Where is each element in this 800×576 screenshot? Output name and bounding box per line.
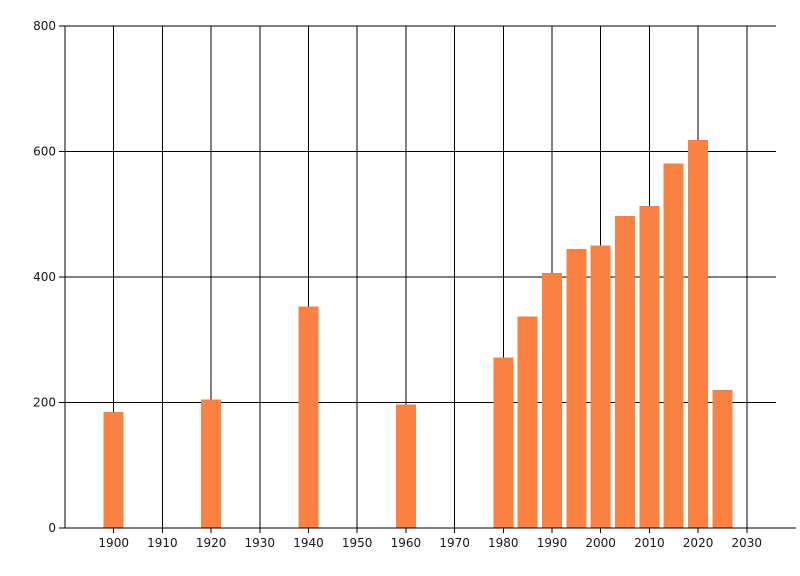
x-tick-label: 1900 <box>98 536 129 550</box>
bar-1980 <box>493 357 514 528</box>
x-tick-label: 1960 <box>391 536 422 550</box>
x-tick-label: 2030 <box>732 536 763 550</box>
y-tick-label: 400 <box>33 270 56 284</box>
x-tick-label: 1980 <box>488 536 519 550</box>
bar-2005 <box>615 216 635 528</box>
bar-1995 <box>566 248 587 529</box>
y-tick-label: 0 <box>48 521 56 535</box>
bar-1940 <box>298 306 319 528</box>
bar-1920 <box>201 399 222 528</box>
y-tick-label: 600 <box>33 145 56 159</box>
y-tick-label: 800 <box>33 19 56 33</box>
x-tick-label: 1940 <box>293 536 324 550</box>
bar-2020 <box>688 140 709 528</box>
y-tick-label: 200 <box>33 396 56 410</box>
x-tick-label: 1910 <box>147 536 178 550</box>
x-tick-label: 2020 <box>683 536 714 550</box>
x-tick-label: 2000 <box>585 536 616 550</box>
x-tick-label: 1970 <box>439 536 470 550</box>
bar-1900 <box>103 411 124 528</box>
x-tick-label: 1990 <box>537 536 568 550</box>
bar-1985 <box>517 316 538 528</box>
x-tick-label: 2010 <box>634 536 665 550</box>
bar-1990 <box>542 273 562 528</box>
bar-2010 <box>639 206 660 528</box>
bar-2000 <box>590 245 611 528</box>
bar-2025 <box>712 389 733 528</box>
x-tick-label: 1930 <box>245 536 276 550</box>
x-tick-label: 1920 <box>196 536 227 550</box>
x-tick-label: 1950 <box>342 536 373 550</box>
bar-1960 <box>395 404 416 528</box>
bar-2015 <box>663 163 684 528</box>
